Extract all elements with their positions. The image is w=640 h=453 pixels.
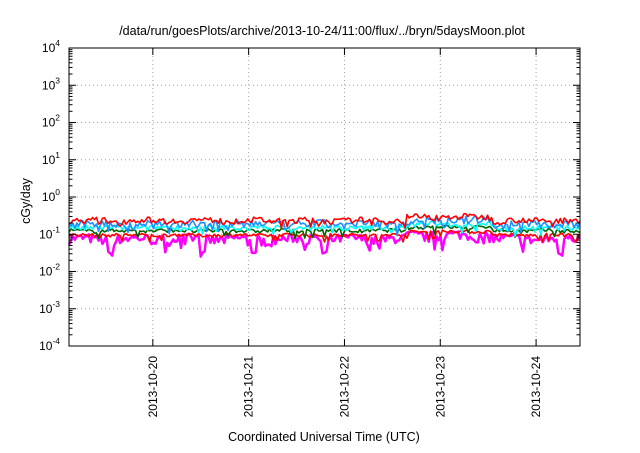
plot-frame xyxy=(68,47,581,347)
y-tick-label: 100 xyxy=(42,187,60,204)
series-line xyxy=(67,229,581,258)
series-line xyxy=(68,224,581,240)
y-tick-label: 102 xyxy=(42,113,60,130)
series-line xyxy=(68,229,581,243)
series-group xyxy=(67,212,581,258)
x-tick-label: 2013-10-21 xyxy=(242,356,256,418)
series-line xyxy=(68,215,581,237)
grid xyxy=(69,48,580,346)
chart-title: /data/run/goesPlots/archive/2013-10-24/1… xyxy=(119,24,525,38)
y-tick-label: 10-1 xyxy=(39,224,60,241)
y-tick-label: 103 xyxy=(42,75,60,92)
x-tick-label: 2013-10-22 xyxy=(337,356,351,418)
y-tick-label: 10-3 xyxy=(39,299,60,316)
x-tick-labels: 2013-10-20 2013-10-21 2013-10-22 2013-10-23… xyxy=(146,356,543,418)
x-tick-label: 2013-10-20 xyxy=(146,356,160,418)
y-tick-label: 104 xyxy=(42,38,60,55)
y-tick-label: 10-4 xyxy=(39,336,60,353)
x-tick-label: 2013-10-23 xyxy=(433,356,447,418)
y-tick-label: 101 xyxy=(42,150,60,167)
y-tick-label: 10-2 xyxy=(39,262,60,279)
y-axis-title: cGy/day xyxy=(19,177,33,224)
x-tick-label: 2013-10-24 xyxy=(529,356,543,418)
y-tick-labels: 10-4 10-3 10-2 10-1 100 101 102 103 104 xyxy=(39,38,60,353)
series-line xyxy=(68,212,581,229)
x-axis-title: Coordinated Universal Time (UTC) xyxy=(228,430,420,444)
